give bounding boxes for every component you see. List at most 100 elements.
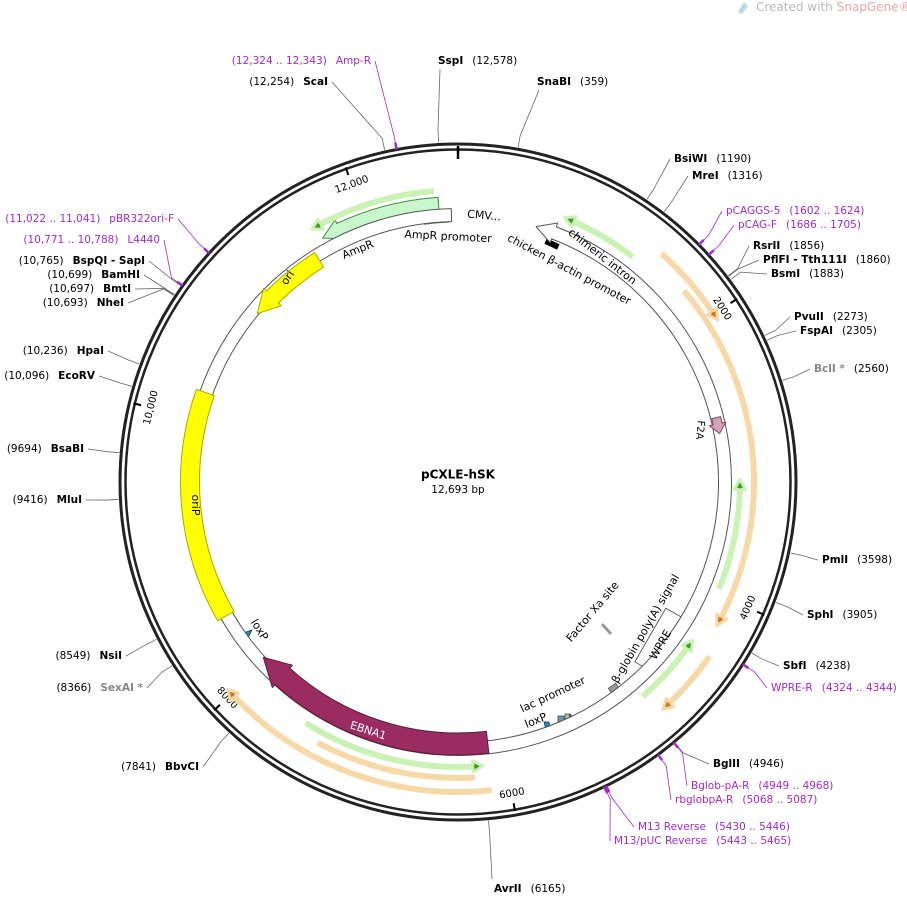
watermark-text: Created with: [756, 0, 833, 14]
site-leader: [764, 316, 791, 336]
label-position: (12,324 .. 12,343): [232, 55, 327, 67]
primer-label: Bglob-pA-R (4949 .. 4968): [691, 780, 833, 792]
watermark-icon: [738, 2, 748, 14]
label-position: (1856): [789, 240, 824, 252]
site-label: PflFI - Tth111I (1860): [763, 254, 891, 266]
site-leader: [143, 274, 175, 295]
label-name: PvuII: [794, 311, 824, 323]
label-name: MreI: [692, 170, 719, 182]
site-leader: [107, 350, 140, 365]
label-name: BbvCI: [165, 761, 199, 773]
site-label: PvuII (2273): [794, 311, 868, 323]
site-label: (10,693) NheI: [43, 297, 124, 309]
label-position: (10,693): [43, 297, 88, 309]
label-name: SbfI: [783, 660, 807, 672]
site-leader: [85, 499, 119, 501]
site-leader: [488, 820, 493, 880]
primer-leader: [701, 210, 723, 243]
plasmid-name: pCXLE-hSK: [421, 468, 496, 482]
scale-tick: [756, 610, 765, 616]
label-name: BsiWI: [674, 153, 707, 165]
site-leader: [646, 158, 671, 200]
label-position: (8549): [56, 650, 91, 662]
label-position: (12,578): [472, 55, 517, 67]
scale-label: 10,000: [142, 389, 161, 426]
label-name: pCAG-F: [738, 219, 777, 231]
label-name: NsiI: [99, 650, 122, 662]
label-position: (1190): [716, 153, 751, 165]
site-label: BclI * (2560): [814, 363, 889, 375]
primer-site: [605, 785, 611, 793]
primer-label: pCAG-F (1686 .. 1705): [738, 219, 861, 231]
feature-label: F2A: [693, 420, 706, 440]
site-leader: [751, 652, 780, 667]
label-position: (11,022 .. 11,041): [5, 213, 100, 225]
label-position: (2305): [842, 325, 877, 337]
primer-leader: [745, 666, 768, 689]
backbone-inner: [124, 148, 792, 816]
primer-site: [603, 786, 609, 794]
primer-label: M13 Reverse (5430 .. 5446): [638, 821, 790, 833]
watermark-brand: SnapGene®: [837, 0, 907, 14]
primer-site: [707, 249, 715, 256]
cds-arrow: [660, 251, 719, 322]
f2a-arrow: [708, 416, 727, 435]
site-leader: [766, 330, 797, 341]
site-label: SbfI (4238): [783, 660, 850, 672]
label-position: (8366): [56, 682, 91, 694]
site-leader: [674, 743, 710, 765]
orip-bar: [180, 388, 235, 622]
site-leader: [663, 175, 689, 212]
site-leader: [202, 732, 230, 768]
primer-site: [176, 280, 184, 287]
label-name: M13/pUC Reverse: [614, 835, 707, 847]
label-name: BamHI: [101, 269, 140, 281]
site-label: (7841) BbvCI: [121, 761, 199, 773]
site-leader: [125, 638, 157, 657]
site-label: (8549) NsiI: [56, 650, 122, 662]
site-leader: [730, 271, 768, 280]
label-name: WPRE-R: [771, 682, 813, 694]
scale-tick: [133, 402, 142, 407]
label-position: (10,765): [19, 255, 64, 267]
site-label: BsmI (1883): [771, 268, 844, 280]
site-label: SspI (12,578): [438, 55, 517, 67]
label-position: (9694): [7, 443, 42, 455]
primer-leader: [177, 218, 207, 251]
site-label: RsrII (1856): [753, 240, 824, 252]
label-position: (9416): [13, 494, 48, 506]
label-position: (2273): [833, 311, 868, 323]
label-position: (3905): [842, 609, 877, 621]
site-leader: [782, 368, 811, 381]
site-label: BsiWI (1190): [674, 153, 751, 165]
primer-leader: [605, 790, 611, 842]
label-position: (1316): [728, 170, 763, 182]
label-name: AvrII: [494, 883, 522, 895]
label-name: SphI: [807, 609, 833, 621]
primer-leader: [675, 745, 688, 787]
primer-site: [203, 247, 211, 255]
label-position: (2560): [854, 363, 889, 375]
site-label: (10,699) BamHI: [47, 269, 140, 281]
ebna1-arrow: [262, 656, 490, 756]
label-position: (10,699): [47, 269, 92, 281]
label-name: BglII: [713, 758, 740, 770]
label-position: (4238): [816, 660, 851, 672]
site-label: (12,254) ScaI: [249, 76, 328, 88]
primer-site: [672, 741, 680, 749]
label-name: BspQI - SapI: [73, 255, 145, 267]
primer-site: [741, 663, 750, 670]
primer-leader: [659, 757, 672, 801]
label-name: FspAI: [800, 325, 833, 337]
backbone-outer: [118, 142, 798, 822]
site-label: (10,765) BspQI - SapI: [19, 255, 145, 267]
scale-label: 4000: [738, 594, 758, 622]
intron-arrow: [563, 215, 634, 259]
label-position: (1602 .. 1624): [789, 205, 864, 217]
site-leader: [790, 552, 819, 561]
cds-arrow: [682, 289, 757, 627]
feature-label: AmpR promoter: [404, 228, 492, 246]
watermark: Created with SnapGene®: [756, 0, 907, 14]
plasmid-size: 12,693 bp: [431, 484, 485, 496]
